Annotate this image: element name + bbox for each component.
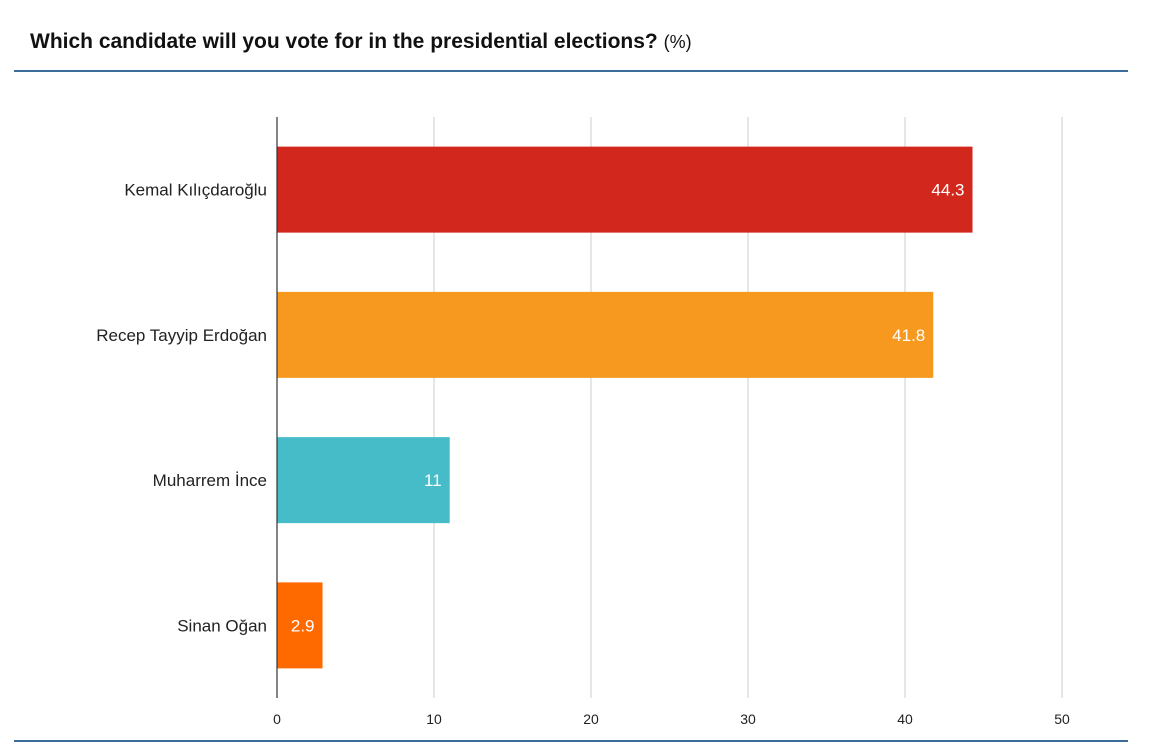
bars [277, 146, 973, 669]
x-tick-label: 30 [740, 711, 756, 727]
chart-title-text: Which candidate will you vote for in the… [30, 30, 658, 53]
bar [277, 582, 323, 669]
category-label: Kemal Kılıçdaroğlu [124, 181, 267, 200]
x-tick-label: 50 [1054, 711, 1070, 727]
labels: 0 10 20 30 40 50 44.3 Kemal Kılıçdaroğlu 41.8 Rec… [96, 181, 1070, 727]
bar-value-label: 41.8 [892, 326, 925, 345]
bar [277, 291, 934, 378]
category-label: Sinan Oğan [177, 616, 267, 635]
x-tick-label: 20 [583, 711, 599, 727]
bar [277, 146, 973, 233]
category-label: Muharrem İnce [153, 471, 267, 490]
bar-value-label: 11 [424, 471, 442, 490]
bar-value-label: 44.3 [931, 181, 964, 200]
bar-value-label: 2.9 [291, 616, 315, 635]
x-tick-label: 10 [426, 711, 442, 727]
bar [277, 437, 450, 524]
category-label: Recep Tayyip Erdoğan [96, 326, 267, 345]
x-tick-label: 0 [273, 711, 281, 727]
top-divider [14, 70, 1128, 72]
x-tick-label: 40 [897, 711, 913, 727]
bottom-divider [14, 740, 1128, 742]
chart-title-unit: (%) [663, 32, 692, 52]
chart-title: Which candidate will you vote for in the… [30, 30, 692, 54]
